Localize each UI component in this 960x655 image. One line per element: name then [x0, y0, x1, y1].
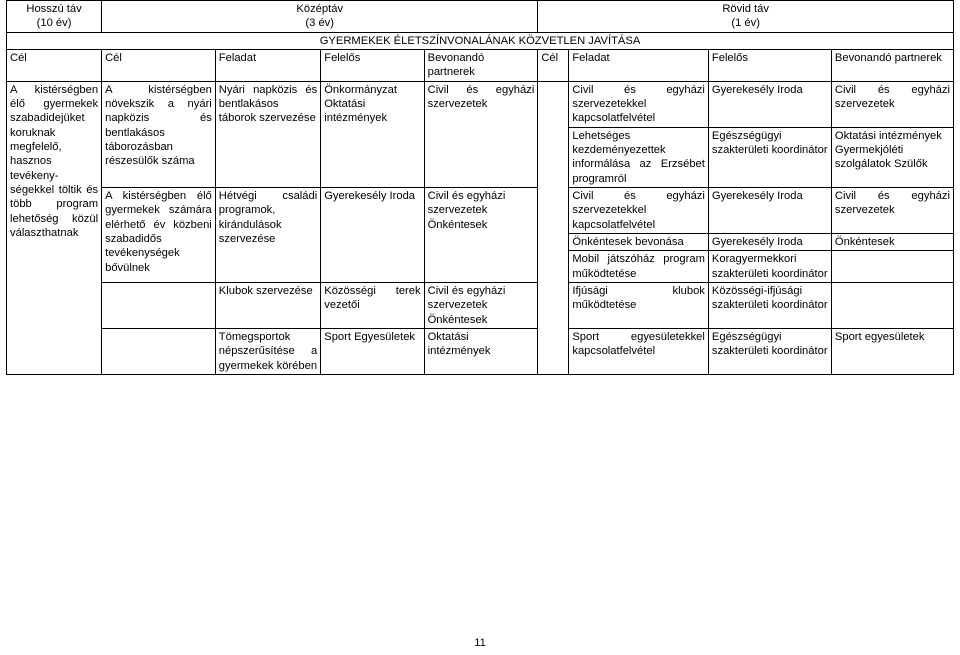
short-goal-empty	[538, 81, 569, 374]
mid-goal-1: A kistérségben növekszik a nyári napközi…	[102, 81, 216, 187]
short-resp-3-1: Közösségi-ifjúsági szakterületi koordiná…	[708, 282, 831, 328]
short-term-header: Rövid táv (1 év)	[538, 1, 954, 33]
short-part-2-1: Civil és egyházi szervezetek	[831, 187, 953, 233]
short-resp-4-1: Egészségügyi szakterületi koordinátor	[708, 328, 831, 374]
mid-task-3: Klubok szervezése	[215, 282, 320, 328]
mid-goal-2: A kistérségben élő gyermekek számára elé…	[102, 187, 216, 282]
banner: GYERMEKEK ÉLETSZÍNVONALÁNAK KÖZVETLEN JA…	[7, 32, 954, 49]
mid-term-header: Középtáv (3 év)	[102, 1, 538, 33]
mid-part-1: Civil és egyházi szervezetek	[424, 81, 538, 187]
colhead-partnerek2: Bevonandó partnerek	[831, 49, 953, 81]
mid-resp-1: Önkormányzat Oktatási intézmények	[321, 81, 424, 187]
mid-task-1: Nyári napközis és bentlakásos táborok sz…	[215, 81, 320, 187]
short-resp-1-1: Gyerekesély Iroda	[708, 81, 831, 127]
short-task-2-1: Civil és egyházi szervezetekkel kapcsola…	[569, 187, 709, 233]
table-row: Tömegsportok népszerűsítése a gyermekek …	[7, 328, 954, 374]
long-term-l2: (10 év)	[37, 17, 72, 29]
colhead-partnerek1: Bevonandó partnerek	[424, 49, 538, 81]
short-task-2-3: Mobil játszóház program működtetése	[569, 251, 709, 283]
short-part-1-1: Civil és egyházi szervezetek	[831, 81, 953, 127]
short-resp-2-2: Gyerekesély Iroda	[708, 233, 831, 250]
mid-resp-4: Sport Egyesületek	[321, 328, 424, 374]
page-number: 11	[0, 637, 960, 649]
short-part-3-1	[831, 282, 953, 328]
mid-goal-3-empty	[102, 282, 216, 328]
table-row: Klubok szervezése Közösségi terek vezető…	[7, 282, 954, 328]
mid-goal-4-empty	[102, 328, 216, 374]
short-task-2-2: Önkéntesek bevonása	[569, 233, 709, 250]
short-resp-2-3: Koragyermekkori szakterületi koordinátor	[708, 251, 831, 283]
table-row: A kistérség­ben élő gyermekek szabadide­…	[7, 81, 954, 127]
mid-task-2: Hétvégi családi programok, kirándulások …	[215, 187, 320, 282]
short-task-1-2: Lehetséges kezdeményezettek informálása …	[569, 127, 709, 187]
short-part-2-2: Önkéntesek	[831, 233, 953, 250]
column-head-row: Cél Cél Feladat Felelős Bevonandó partne…	[7, 49, 954, 81]
colhead-feladat1: Feladat	[215, 49, 320, 81]
mid-part-3: Civil és egyházi szervezetek Önkéntesek	[424, 282, 538, 328]
long-goal: A kistérség­ben élő gyermekek szabadide­…	[7, 81, 102, 374]
planning-table: Hosszú táv (10 év) Középtáv (3 év) Rövid…	[6, 0, 954, 375]
short-part-2-3	[831, 251, 953, 283]
short-term-l2: (1 év)	[731, 17, 760, 29]
short-term-l1: Rövid táv	[722, 3, 769, 15]
short-part-1-2: Oktatási intézmények Gyermekjóléti szolg…	[831, 127, 953, 187]
mid-task-4: Tömegsportok népszerűsítése a gyermekek …	[215, 328, 320, 374]
term-header-row: Hosszú táv (10 év) Középtáv (3 év) Rövid…	[7, 1, 954, 33]
mid-part-2: Civil és egyházi szervezetek Önkéntesek	[424, 187, 538, 282]
colhead-cel1: Cél	[7, 49, 102, 81]
short-part-4-1: Sport egyesületek	[831, 328, 953, 374]
long-term-header: Hosszú táv (10 év)	[7, 1, 102, 33]
mid-resp-3: Közösségi terek vezetői	[321, 282, 424, 328]
colhead-feladat2: Feladat	[569, 49, 709, 81]
short-resp-1-2: Egészségügyi szakterületi koordinátor	[708, 127, 831, 187]
colhead-cel3: Cél	[538, 49, 569, 81]
short-task-1-1: Civil és egyházi szervezetekkel kapcsola…	[569, 81, 709, 127]
table-row: A kistérségben élő gyermekek számára elé…	[7, 187, 954, 233]
banner-row: GYERMEKEK ÉLETSZÍNVONALÁNAK KÖZVETLEN JA…	[7, 32, 954, 49]
colhead-felelos1: Felelős	[321, 49, 424, 81]
mid-term-l1: Középtáv	[296, 3, 343, 15]
mid-part-4: Oktatási intézmények	[424, 328, 538, 374]
short-task-4-1: Sport egyesületekkel kapcsolatfelvétel	[569, 328, 709, 374]
mid-term-l2: (3 év)	[305, 17, 334, 29]
colhead-cel2: Cél	[102, 49, 216, 81]
short-resp-2-1: Gyerekesély Iroda	[708, 187, 831, 233]
long-term-l1: Hosszú táv	[26, 3, 81, 15]
short-task-3-1: Ifjúsági klubok működtetése	[569, 282, 709, 328]
colhead-felelos2: Felelős	[708, 49, 831, 81]
mid-resp-2: Gyerekesély Iroda	[321, 187, 424, 282]
